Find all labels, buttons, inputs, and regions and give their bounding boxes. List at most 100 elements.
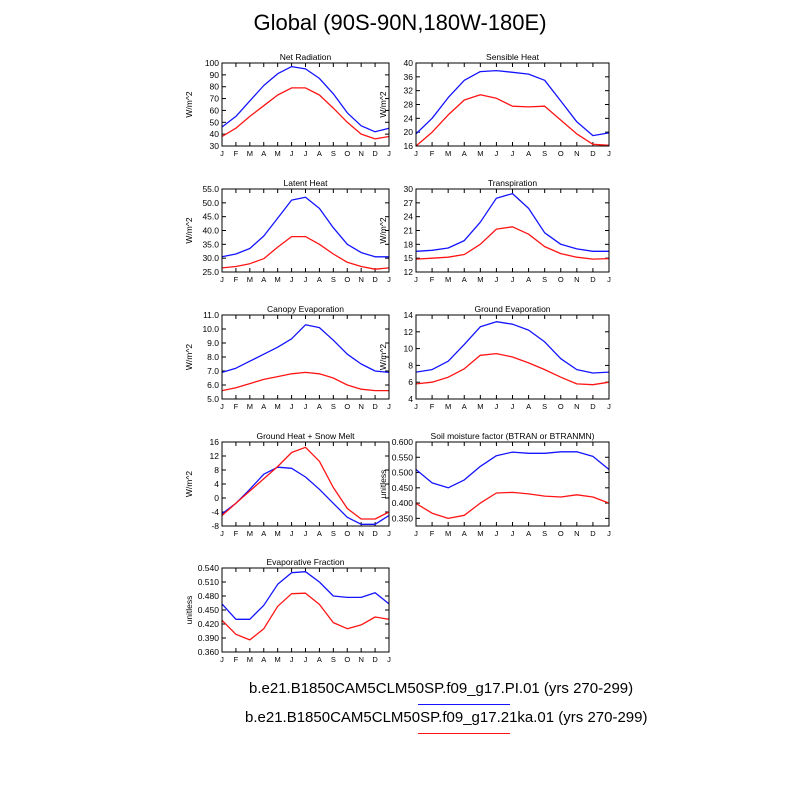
x-tick-label: J <box>220 402 224 411</box>
chart-2: Latent Heat W/m^2 25.0 30.0 35.0 40.0 45.0 50.0… <box>184 178 391 284</box>
series-line-21ka.01 <box>221 446 390 520</box>
y-tick-label: -8 <box>211 521 219 531</box>
x-tick-label: N <box>574 275 579 284</box>
y-tick-label: 24 <box>404 212 414 222</box>
legend-line-21ka <box>418 733 510 734</box>
y-tick-label: 9.0 <box>207 338 219 348</box>
y-tick-label: 21 <box>404 226 414 236</box>
x-tick-label: J <box>607 275 611 284</box>
y-tick-label: 40.0 <box>202 226 219 236</box>
y-tick-label: 0.500 <box>392 468 414 478</box>
x-tick-label: D <box>590 275 596 284</box>
x-tick-label: A <box>317 529 322 538</box>
x-tick-label: S <box>542 275 547 284</box>
y-tick-label: 14 <box>404 310 414 320</box>
y-tick-label: 0.350 <box>392 513 414 523</box>
y-axis-label: W/m^2 <box>184 217 194 243</box>
x-tick-label: J <box>304 149 308 158</box>
x-tick-label: D <box>590 529 596 538</box>
y-tick-label: 7.0 <box>207 366 219 376</box>
y-tick-label: 100 <box>205 58 219 68</box>
x-tick-label: F <box>234 655 239 664</box>
y-tick-label: 30.0 <box>202 253 219 263</box>
y-tick-label: 24 <box>404 113 414 123</box>
y-axis-label: W/m^2 <box>378 217 388 243</box>
x-tick-label: J <box>511 402 515 411</box>
plot-frame <box>415 62 610 147</box>
y-tick-label: 40 <box>404 58 414 68</box>
y-tick-label: 25.0 <box>202 267 219 277</box>
y-tick-label: 70 <box>210 94 220 104</box>
y-tick-label: 60 <box>210 105 220 115</box>
x-tick-label: O <box>344 275 350 284</box>
x-tick-label: M <box>445 529 451 538</box>
x-tick-label: N <box>574 402 579 411</box>
y-tick-label: 0.600 <box>392 437 414 447</box>
x-tick-label: F <box>234 529 239 538</box>
x-tick-label: F <box>430 149 435 158</box>
series-line-PI.01 <box>415 192 609 252</box>
y-tick-label: 45.0 <box>202 212 219 222</box>
y-tick-label: 0.420 <box>198 619 220 629</box>
x-tick-label: O <box>558 402 564 411</box>
chart-title: Soil moisture factor (BTRAN or BTRANMN) <box>431 431 595 441</box>
y-tick-label: 8 <box>214 465 219 475</box>
y-tick-label: 8.0 <box>207 352 219 362</box>
x-tick-label: S <box>331 149 336 158</box>
y-axis-label: unitless <box>378 470 388 499</box>
y-tick-label: 0.510 <box>198 577 220 587</box>
x-tick-label: J <box>220 149 224 158</box>
x-tick-label: F <box>430 402 435 411</box>
y-tick-label: 80 <box>210 82 220 92</box>
x-tick-label: F <box>430 529 435 538</box>
x-tick-label: A <box>462 275 467 284</box>
x-tick-label: N <box>358 275 363 284</box>
y-tick-label: 0.480 <box>198 591 220 601</box>
series-line-21ka.01 <box>415 226 610 260</box>
x-tick-label: A <box>526 529 531 538</box>
plot-frame <box>415 441 610 527</box>
chart-1: Sensible Heat W/m^2 16 20 24 28 32 36 40 J F M A M J J A… <box>378 52 611 158</box>
x-tick-label: J <box>220 529 224 538</box>
series-line-21ka.01 <box>415 352 610 386</box>
x-tick-label: D <box>372 402 378 411</box>
y-tick-label: 20 <box>404 127 414 137</box>
x-tick-label: J <box>387 655 391 664</box>
plot-frame <box>221 441 390 527</box>
y-tick-label: 0.360 <box>198 647 220 657</box>
x-tick-label: F <box>430 275 435 284</box>
chart-7: Soil moisture factor (BTRAN or BTRANMN) u… <box>378 431 611 538</box>
legend-line-pi <box>418 704 510 705</box>
x-tick-label: J <box>304 402 308 411</box>
x-tick-label: J <box>290 275 294 284</box>
y-tick-label: 50 <box>210 117 220 127</box>
y-tick-label: -4 <box>211 507 219 517</box>
x-tick-label: J <box>290 655 294 664</box>
y-axis-label: W/m^2 <box>184 471 194 497</box>
y-tick-label: 0.550 <box>392 452 414 462</box>
x-tick-label: J <box>290 529 294 538</box>
y-axis-label: unitless <box>184 596 194 625</box>
x-tick-label: A <box>526 402 531 411</box>
x-tick-label: J <box>511 275 515 284</box>
legend-label-21ka: b.e21.B1850CAM5CLM50SP.f09_g17.21ka.01 (… <box>245 709 648 726</box>
series-line-21ka.01 <box>221 235 390 270</box>
y-axis-label: W/m^2 <box>378 91 388 117</box>
x-tick-label: M <box>477 402 483 411</box>
x-tick-label: A <box>261 655 266 664</box>
x-tick-label: J <box>511 529 515 538</box>
x-tick-label: J <box>387 149 391 158</box>
x-tick-label: J <box>495 149 499 158</box>
chart-title: Ground Evaporation <box>474 304 550 314</box>
x-tick-label: J <box>495 529 499 538</box>
y-tick-label: 30 <box>210 141 220 151</box>
x-tick-label: O <box>558 149 564 158</box>
x-tick-label: J <box>290 149 294 158</box>
series-line-21ka.01 <box>221 87 390 140</box>
x-tick-label: J <box>304 529 308 538</box>
x-tick-label: O <box>558 275 564 284</box>
y-tick-label: 50.0 <box>202 198 219 208</box>
y-axis-label: W/m^2 <box>184 91 194 117</box>
